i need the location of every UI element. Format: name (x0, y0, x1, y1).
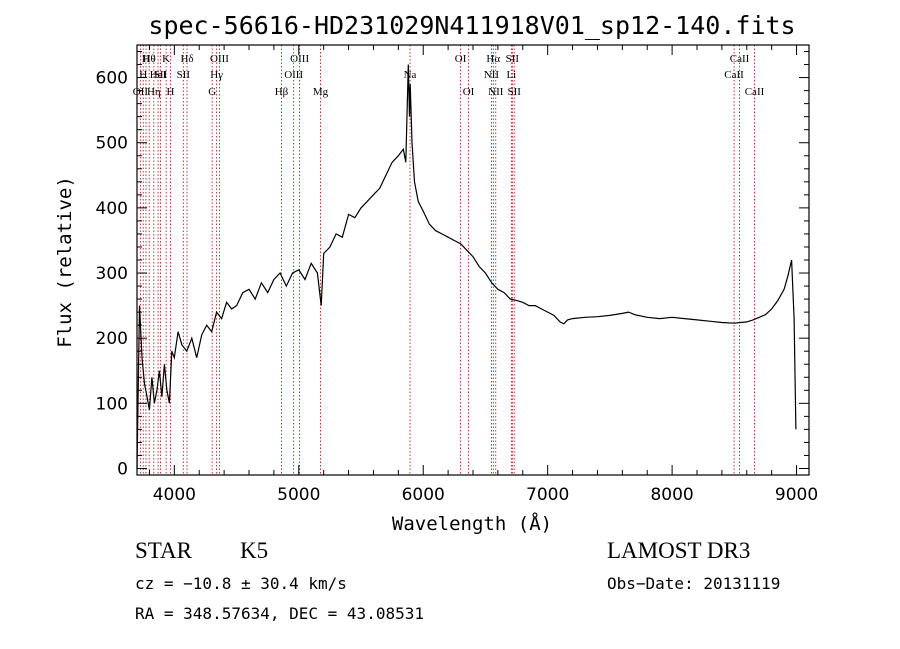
x-tick-label-5: 9000 (775, 485, 818, 505)
object-subclass: K5 (240, 538, 269, 563)
x-axis-ticks: 4000 5000 6000 7000 8000 9000 (148, 45, 818, 505)
spectral-line-labels: OIIHHHθHηHeISIIKHSIIHδGHγOIIIHβOIIIOIIIM… (133, 53, 765, 98)
plot-frame (136, 44, 810, 476)
object-class: STAR (135, 538, 192, 563)
line-label-24: Li (506, 69, 516, 81)
y-axis-ticks: 0 100 200 300 400 500 600 (96, 51, 809, 479)
line-label-2: H (142, 53, 150, 65)
line-label-27: CaII (724, 69, 744, 81)
ra-dec-coordinates: RA = 348.57634, DEC = 43.08531 (135, 604, 424, 623)
line-label-20: OI (463, 86, 475, 98)
line-label-10: Hδ (180, 53, 193, 65)
line-label-4: Hη (147, 86, 161, 98)
y-tick-label-4: 400 (96, 199, 128, 219)
observation-date: Obs−Date: 20131119 (607, 574, 781, 593)
line-label-19: OI (455, 53, 467, 65)
y-tick-label-6: 600 (96, 69, 128, 89)
line-label-14: Hβ (275, 86, 289, 98)
line-label-16: OIII (290, 53, 309, 65)
line-label-29: CaII (745, 86, 765, 98)
line-label-21: NII (484, 69, 500, 81)
line-label-1: H (139, 69, 147, 81)
x-tick-label-0: 4000 (153, 485, 196, 505)
line-label-28: CaII (730, 53, 750, 65)
spectrum-chart: spec-56616-HD231029N411918V01_sp12-140.f… (54, 11, 818, 535)
line-label-23: NII (488, 86, 504, 98)
x-tick-label-1: 5000 (277, 485, 320, 505)
line-label-5: HeI (150, 69, 167, 81)
survey-name: LAMOST DR3 (607, 538, 751, 563)
x-tick-label-2: 6000 (402, 485, 445, 505)
y-tick-label-2: 200 (96, 329, 128, 349)
line-label-15: OIII (284, 69, 303, 81)
y-axis-label: Flux (relative) (54, 176, 76, 348)
y-tick-label-1: 100 (96, 394, 128, 414)
line-label-3: Hθ (143, 53, 156, 65)
y-tick-label-5: 500 (96, 134, 128, 154)
x-tick-label-3: 7000 (526, 485, 569, 505)
line-label-6: SII (154, 69, 168, 81)
chart-title: spec-56616-HD231029N411918V01_sp12-140.f… (148, 11, 795, 40)
line-label-22: Hα (486, 53, 500, 65)
x-axis-label: Wavelength (Å) (392, 512, 552, 535)
line-label-12: Hγ (210, 69, 223, 81)
line-label-26: SII (507, 86, 521, 98)
x-tick-label-4: 8000 (650, 485, 693, 505)
line-label-7: K (162, 53, 170, 65)
line-label-17: Mg (313, 86, 329, 98)
line-label-11: G (208, 86, 216, 98)
line-label-25: SII (506, 53, 520, 65)
spectral-line-markers (139, 45, 755, 475)
line-label-8: H (166, 86, 174, 98)
spectrum-line (136, 64, 797, 469)
line-label-13: OIII (210, 53, 229, 65)
redshift-cz: cz = −10.8 ± 30.4 km/s (135, 574, 347, 593)
line-label-9: SII (177, 69, 191, 81)
line-label-18: Na (404, 69, 417, 81)
y-tick-label-0: 0 (117, 459, 128, 479)
y-tick-label-3: 300 (96, 264, 128, 284)
